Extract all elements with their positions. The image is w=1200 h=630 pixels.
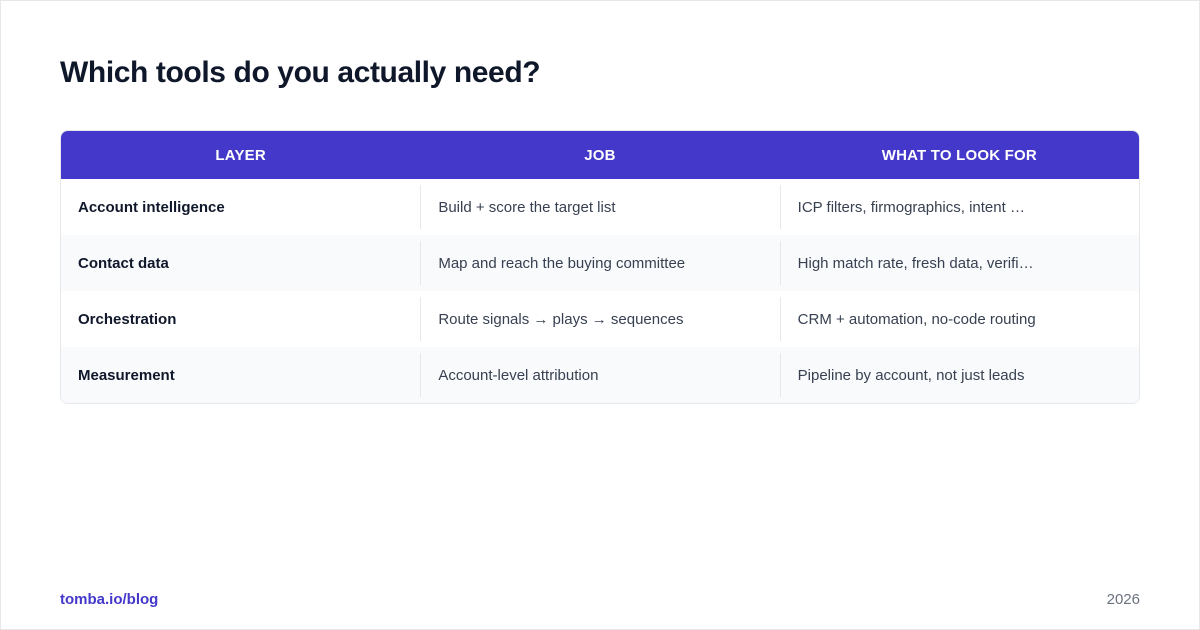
- table-row: Orchestration Route signals → plays → se…: [61, 291, 1139, 347]
- column-header-layer: LAYER: [215, 146, 266, 164]
- table-row: Contact data Map and reach the buying co…: [61, 235, 1139, 291]
- cell-what-to-look-for: CRM + automation, no-code routing: [779, 297, 1139, 341]
- cell-job: Build + score the target list: [420, 185, 779, 229]
- page-title: Which tools do you actually need?: [60, 56, 541, 89]
- table-row: Account intelligence Build + score the t…: [61, 179, 1139, 235]
- column-header-what-to-look-for: WHAT TO LOOK FOR: [881, 146, 1037, 164]
- cell-layer: Measurement: [78, 366, 175, 384]
- cell-job: Route signals → plays → sequences: [420, 297, 779, 341]
- cell-what-to-look-for: High match rate, fresh data, verifi…: [779, 241, 1139, 285]
- cell-what-to-look-for: Pipeline by account, not just leads: [779, 353, 1139, 397]
- cell-job: Account-level attribution: [420, 353, 779, 397]
- cell-job: Map and reach the buying committee: [420, 241, 779, 285]
- table-row: Measurement Account-level attribution Pi…: [61, 347, 1139, 403]
- tools-table: LAYER JOB WHAT TO LOOK FOR Account intel…: [60, 130, 1140, 404]
- blog-link[interactable]: tomba.io/blog: [60, 591, 159, 608]
- table-header: LAYER JOB WHAT TO LOOK FOR: [61, 131, 1139, 179]
- cell-layer: Orchestration: [78, 310, 177, 328]
- cell-layer: Contact data: [78, 254, 169, 272]
- cell-what-to-look-for: ICP filters, firmographics, intent …: [779, 185, 1139, 229]
- column-header-job: JOB: [584, 146, 616, 164]
- footer-year: 2026: [1106, 591, 1140, 608]
- cell-layer: Account intelligence: [78, 198, 225, 216]
